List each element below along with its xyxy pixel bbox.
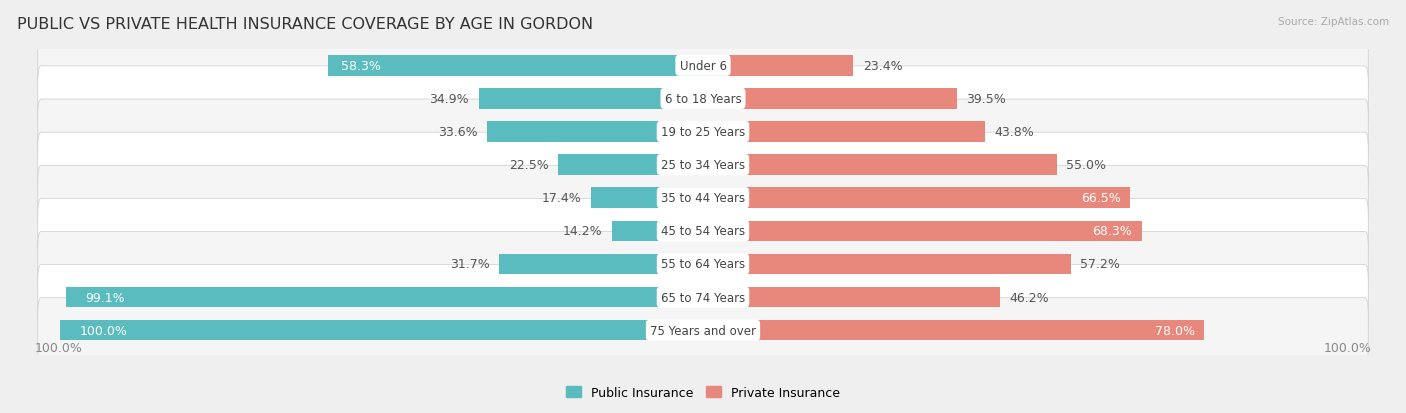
Text: 35 to 44 Years: 35 to 44 Years	[661, 192, 745, 205]
FancyBboxPatch shape	[38, 298, 1368, 363]
FancyBboxPatch shape	[38, 67, 1368, 131]
Text: 100.0%: 100.0%	[1323, 341, 1371, 354]
Text: 46.2%: 46.2%	[1010, 291, 1049, 304]
Bar	[328, 56, 703, 76]
Text: 99.1%: 99.1%	[86, 291, 125, 304]
FancyBboxPatch shape	[38, 199, 1368, 263]
Bar	[478, 89, 703, 109]
Text: 45 to 54 Years: 45 to 54 Years	[661, 225, 745, 238]
Text: 34.9%: 34.9%	[429, 93, 470, 106]
Text: 25 to 34 Years: 25 to 34 Years	[661, 159, 745, 172]
Text: 65 to 74 Years: 65 to 74 Years	[661, 291, 745, 304]
FancyBboxPatch shape	[38, 34, 1368, 98]
Text: 100.0%: 100.0%	[80, 324, 128, 337]
Text: 78.0%: 78.0%	[1154, 324, 1195, 337]
Bar	[703, 254, 1070, 275]
Text: 43.8%: 43.8%	[994, 126, 1033, 139]
Text: 19 to 25 Years: 19 to 25 Years	[661, 126, 745, 139]
Text: 75 Years and over: 75 Years and over	[650, 324, 756, 337]
Bar	[703, 122, 984, 142]
FancyBboxPatch shape	[38, 166, 1368, 230]
Text: 33.6%: 33.6%	[437, 126, 478, 139]
Text: 31.7%: 31.7%	[450, 258, 489, 271]
Text: 39.5%: 39.5%	[966, 93, 1007, 106]
Text: 68.3%: 68.3%	[1092, 225, 1132, 238]
Bar	[499, 254, 703, 275]
Bar	[558, 155, 703, 176]
FancyBboxPatch shape	[38, 232, 1368, 297]
Bar	[591, 188, 703, 209]
Bar	[703, 89, 957, 109]
Text: Under 6: Under 6	[679, 59, 727, 73]
Text: Source: ZipAtlas.com: Source: ZipAtlas.com	[1278, 17, 1389, 26]
Text: PUBLIC VS PRIVATE HEALTH INSURANCE COVERAGE BY AGE IN GORDON: PUBLIC VS PRIVATE HEALTH INSURANCE COVER…	[17, 17, 593, 31]
Text: 55.0%: 55.0%	[1066, 159, 1107, 172]
Legend: Public Insurance, Private Insurance: Public Insurance, Private Insurance	[561, 381, 845, 404]
Text: 22.5%: 22.5%	[509, 159, 548, 172]
Bar	[703, 188, 1130, 209]
Bar	[703, 320, 1205, 341]
Bar	[66, 287, 703, 308]
Bar	[612, 221, 703, 242]
Text: 17.4%: 17.4%	[541, 192, 582, 205]
Text: 58.3%: 58.3%	[342, 59, 381, 73]
Bar	[60, 320, 703, 341]
Bar	[703, 221, 1142, 242]
FancyBboxPatch shape	[38, 265, 1368, 330]
Text: 100.0%: 100.0%	[35, 341, 83, 354]
Text: 23.4%: 23.4%	[863, 59, 903, 73]
Bar	[703, 155, 1056, 176]
Text: 6 to 18 Years: 6 to 18 Years	[665, 93, 741, 106]
FancyBboxPatch shape	[38, 100, 1368, 164]
Bar	[486, 122, 703, 142]
Text: 66.5%: 66.5%	[1081, 192, 1121, 205]
Text: 14.2%: 14.2%	[562, 225, 602, 238]
FancyBboxPatch shape	[38, 133, 1368, 197]
Bar	[703, 56, 853, 76]
Bar	[703, 287, 1000, 308]
Text: 55 to 64 Years: 55 to 64 Years	[661, 258, 745, 271]
Text: 57.2%: 57.2%	[1080, 258, 1121, 271]
